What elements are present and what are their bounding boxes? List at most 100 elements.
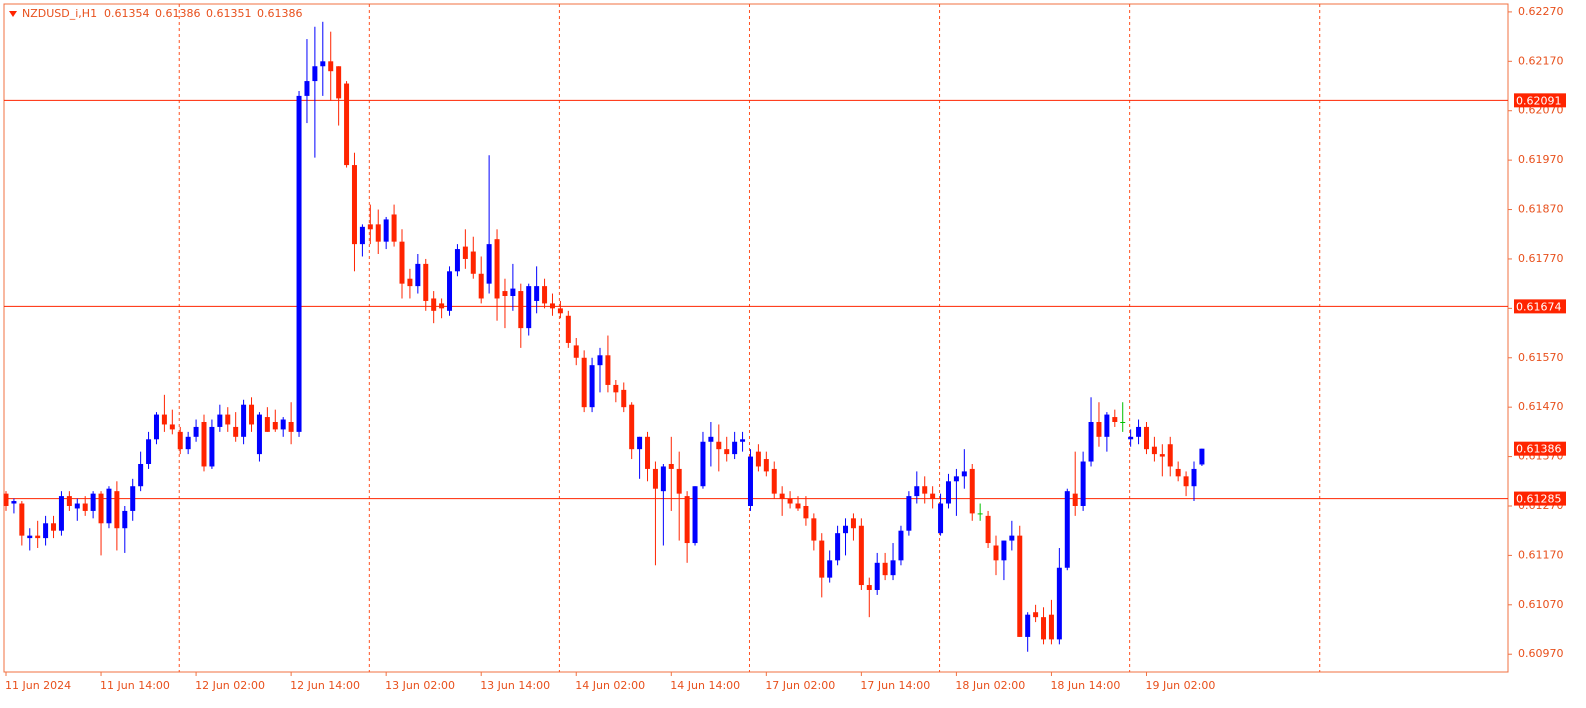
candle-body bbox=[106, 488, 112, 524]
candle-body bbox=[938, 503, 944, 534]
candle-body bbox=[391, 214, 397, 242]
ohlc-value: 0.61354 bbox=[104, 7, 150, 20]
candle-body bbox=[98, 493, 104, 524]
candle-body bbox=[581, 357, 587, 408]
candle-body bbox=[787, 498, 793, 504]
candle-body bbox=[874, 562, 880, 590]
candle-body bbox=[264, 417, 270, 432]
x-tick-label: 12 Jun 14:00 bbox=[290, 679, 360, 692]
candle-body bbox=[1080, 461, 1086, 506]
candle-body bbox=[177, 431, 183, 450]
candle-body bbox=[478, 273, 484, 299]
x-tick-label: 13 Jun 02:00 bbox=[385, 679, 455, 692]
candle-body bbox=[510, 288, 516, 297]
candle-body bbox=[597, 355, 603, 366]
ohlc-value: 0.61386 bbox=[155, 7, 201, 20]
candle-body bbox=[51, 523, 57, 531]
x-tick-label: 14 Jun 14:00 bbox=[670, 679, 740, 692]
candle-body bbox=[193, 426, 199, 437]
y-tick-label: 0.61070 bbox=[1518, 598, 1564, 611]
candle-body bbox=[169, 424, 175, 430]
candle-body bbox=[660, 466, 666, 492]
candle-body bbox=[11, 501, 17, 504]
candle-body bbox=[462, 246, 468, 259]
candle-body bbox=[336, 66, 342, 99]
candle-body bbox=[138, 463, 144, 487]
y-tick-label: 0.62270 bbox=[1518, 5, 1564, 18]
candle-body bbox=[256, 414, 262, 455]
candle-body bbox=[866, 585, 872, 590]
menu-triangle[interactable] bbox=[9, 11, 17, 17]
level-box bbox=[1514, 491, 1566, 506]
candle-body bbox=[621, 389, 627, 408]
candle-body bbox=[969, 468, 975, 514]
candle-body bbox=[1025, 614, 1031, 637]
candle-body bbox=[811, 518, 817, 541]
candle-body bbox=[161, 414, 167, 425]
x-tick-label: 18 Jun 14:00 bbox=[1050, 679, 1120, 692]
candle-body bbox=[1136, 426, 1142, 437]
candle-body bbox=[3, 493, 9, 506]
candle-body bbox=[819, 540, 825, 578]
candle-body bbox=[19, 503, 25, 536]
candle-body bbox=[1143, 426, 1149, 450]
candle-body bbox=[209, 426, 215, 467]
candle-body bbox=[906, 496, 912, 531]
candle-body bbox=[549, 303, 555, 309]
candle-body bbox=[945, 481, 951, 504]
candle-body bbox=[359, 226, 365, 245]
candle-body bbox=[447, 271, 453, 311]
x-tick-label: 14 Jun 02:00 bbox=[575, 679, 645, 692]
candle-body bbox=[835, 533, 841, 561]
candle-body bbox=[470, 251, 476, 274]
candle-body bbox=[755, 451, 761, 467]
candle-body bbox=[700, 441, 706, 487]
candle-body bbox=[732, 441, 738, 455]
y-tick-label: 0.62170 bbox=[1518, 54, 1564, 67]
plot-frame bbox=[3, 3, 1509, 673]
level-box bbox=[1514, 93, 1566, 108]
x-tick-label: 11 Jun 2024 bbox=[5, 679, 71, 692]
candle-body bbox=[415, 263, 421, 287]
x-tick-label: 11 Jun 14:00 bbox=[100, 679, 170, 692]
candle-body bbox=[320, 61, 326, 67]
x-tick-label: 19 Jun 02:00 bbox=[1145, 679, 1215, 692]
candle-body bbox=[637, 436, 643, 450]
candle-body bbox=[1064, 491, 1070, 568]
candle-body bbox=[66, 496, 72, 506]
candle-body bbox=[565, 315, 571, 343]
candle-body bbox=[1041, 617, 1047, 640]
candle-body bbox=[763, 459, 769, 472]
candle-body bbox=[1017, 535, 1023, 637]
candle-body bbox=[843, 525, 849, 534]
candle-body bbox=[526, 286, 532, 329]
candle-body bbox=[676, 468, 682, 494]
y-tick-label: 0.61470 bbox=[1518, 400, 1564, 413]
candle-body bbox=[225, 414, 231, 425]
candle-body bbox=[858, 525, 864, 586]
candle-body bbox=[1191, 468, 1197, 487]
candle-body bbox=[557, 308, 563, 314]
candle-body bbox=[708, 436, 714, 442]
candle-body bbox=[724, 449, 730, 455]
level-label: 0.61674 bbox=[1516, 300, 1562, 313]
candle-body bbox=[985, 515, 991, 544]
candle-body bbox=[344, 83, 350, 166]
candle-body bbox=[573, 345, 579, 358]
ohlc-header: 0.61354 0.61386 0.61351 0.61386 bbox=[104, 7, 303, 20]
candle-body bbox=[1104, 414, 1110, 437]
candle-body bbox=[930, 493, 936, 499]
x-tick-label: 13 Jun 14:00 bbox=[480, 679, 550, 692]
candle-body bbox=[375, 224, 381, 242]
candle-body bbox=[74, 503, 80, 509]
candle-body bbox=[645, 436, 651, 469]
y-tick-label: 0.61570 bbox=[1518, 351, 1564, 364]
candle-body bbox=[280, 419, 286, 430]
candle-body bbox=[486, 244, 492, 284]
level-label: 0.62091 bbox=[1516, 94, 1562, 107]
candle-body bbox=[827, 560, 833, 578]
candle-body bbox=[922, 486, 928, 494]
candle-body bbox=[27, 535, 33, 539]
y-tick-label: 0.61770 bbox=[1518, 252, 1564, 265]
